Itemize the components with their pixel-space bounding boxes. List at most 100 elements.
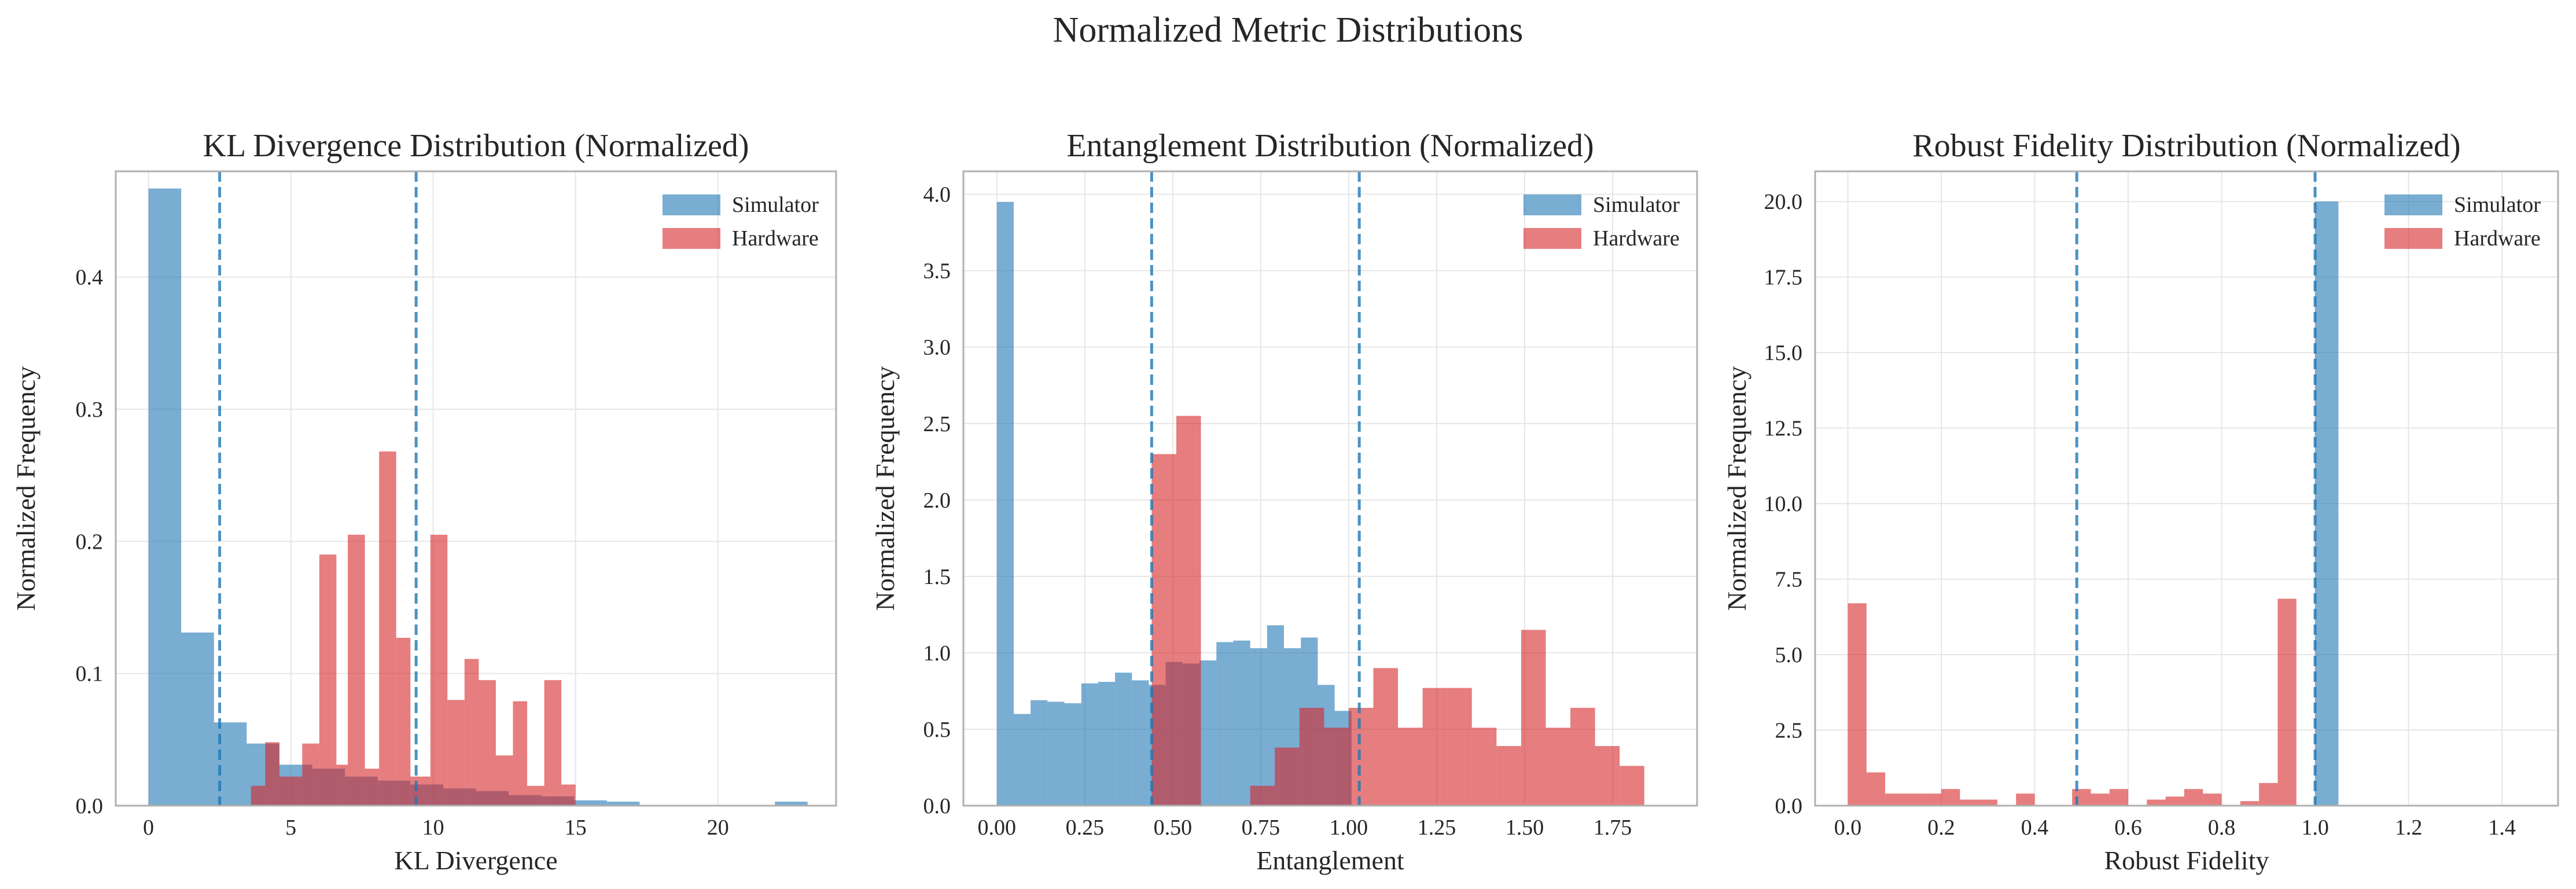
plot-frame <box>115 170 837 807</box>
legend-swatch-simulator <box>663 194 720 215</box>
x-tick-label: 1.00 <box>1330 815 1368 840</box>
histogram-bar <box>2072 789 2091 806</box>
histogram-bar <box>775 802 808 806</box>
histogram-bar <box>410 776 430 806</box>
x-axis-label: Robust Fidelity <box>2104 846 2269 875</box>
y-tick-label: 3.0 <box>923 336 951 360</box>
histogram-bar <box>1047 701 1065 806</box>
x-tick-label: 0.0 <box>1834 815 1862 840</box>
histogram-bar <box>1848 603 1867 806</box>
histogram-bar <box>265 742 279 806</box>
y-tick-label: 10.0 <box>1764 492 1803 516</box>
histogram-bar <box>479 680 496 806</box>
histogram-bar <box>396 638 411 806</box>
x-tick-label: 0.8 <box>2208 815 2236 840</box>
series-hardware <box>251 451 576 806</box>
histogram-bar <box>379 451 396 806</box>
histogram-bar <box>495 755 513 806</box>
y-tick-label: 0.5 <box>923 718 951 742</box>
histogram-bar <box>319 554 337 806</box>
histogram-bar <box>2315 201 2339 806</box>
histogram-bar <box>279 776 303 806</box>
x-tick-label: 20 <box>707 815 729 840</box>
chart-panel-1: 0 5 10 15 20 0.0 0.1 0.2 0.3 0.4 KL Divergence Dis… <box>11 128 837 875</box>
histogram-bar <box>2184 789 2203 806</box>
legend-label-simulator: Simulator <box>732 193 819 217</box>
chart-panel-2: 0.00 0.25 0.50 0.75 1.00 1.25 1.50 1.75 0.0 0.5 1.… <box>870 128 1698 875</box>
histogram-bar <box>430 534 448 806</box>
y-axis-label: Normalized Frequency <box>870 366 900 611</box>
chart-title: KL Divergence Distribution (Normalized) <box>203 128 749 164</box>
y-tick-label: 15.0 <box>1764 341 1803 365</box>
y-tick-label: 7.5 <box>1775 568 1803 592</box>
figure-title: Normalized Metric Distributions <box>1053 10 1523 50</box>
histogram-bar <box>1545 728 1571 806</box>
histogram-bar <box>2259 783 2278 806</box>
x-tick-label: 0.2 <box>1927 815 1955 840</box>
x-tick-label: 0.4 <box>2021 815 2049 840</box>
histogram-bar <box>513 701 528 806</box>
histogram-bar <box>1031 700 1048 806</box>
histogram-bar <box>1064 703 1081 806</box>
y-tick-label: 0.0 <box>923 794 951 818</box>
x-tick-label: 1.0 <box>2301 815 2329 840</box>
x-tick-label: 1.4 <box>2488 815 2516 840</box>
histogram-bar <box>148 188 182 806</box>
histogram-bar <box>527 785 544 806</box>
legend-label-simulator: Simulator <box>1593 193 1680 217</box>
y-tick-label: 0.0 <box>76 794 104 818</box>
x-tick-label: 1.50 <box>1506 815 1544 840</box>
histogram-bar <box>1521 630 1546 806</box>
histogram-bar <box>251 785 266 806</box>
y-tick-label: 2.5 <box>1775 719 1803 743</box>
y-tick-label: 0.0 <box>1775 794 1803 818</box>
histogram-bar <box>1866 772 1886 806</box>
plot-area <box>1815 171 2558 806</box>
histogram-bar <box>1348 707 1374 806</box>
chart-title: Entanglement Distribution (Normalized) <box>1066 128 1594 164</box>
histogram-bar <box>2091 794 2110 806</box>
histogram-bar <box>336 765 348 806</box>
x-axis-label: Entanglement <box>1256 846 1404 875</box>
histogram-bar <box>1471 728 1497 806</box>
histogram-bar <box>1115 673 1132 806</box>
histogram-bar <box>1199 660 1217 806</box>
legend-swatch-simulator <box>2384 194 2442 215</box>
histogram-bar <box>1098 682 1116 806</box>
y-axis-label: Normalized Frequency <box>11 366 41 611</box>
histogram-bar <box>1373 668 1399 806</box>
histogram-bar <box>1904 794 1923 806</box>
y-tick-label: 12.5 <box>1764 417 1803 441</box>
x-tick-label: 0.75 <box>1242 815 1280 840</box>
chart-panel-3: 0.0 0.2 0.4 0.6 0.8 1.0 1.2 1.4 0.0 2.5 5.0 7.5 10.0… <box>1722 128 2559 875</box>
chart-title: Robust Fidelity Distribution (Normalized… <box>1912 128 2460 164</box>
y-tick-label: 3.5 <box>923 259 951 284</box>
x-tick-label: 0.6 <box>2114 815 2142 840</box>
histogram-bar <box>365 769 380 806</box>
histogram-bar <box>1299 707 1324 806</box>
histogram-bar <box>2240 801 2259 806</box>
histogram-bar <box>302 743 319 806</box>
panels: 0 5 10 15 20 0.0 0.1 0.2 0.3 0.4 KL Divergence Dis… <box>11 128 2559 875</box>
histogram-bar <box>348 534 365 806</box>
histogram-bar <box>1250 785 1275 806</box>
x-tick-label: 15 <box>565 815 587 840</box>
legend-swatch-simulator <box>1523 194 1581 215</box>
histogram-bar <box>2016 794 2035 806</box>
legend: Simulator Hardware <box>2384 193 2541 251</box>
histogram-bar <box>606 802 640 806</box>
x-axis-label: KL Divergence <box>394 846 557 875</box>
y-tick-label: 1.0 <box>923 641 951 666</box>
histogram-bar <box>1570 707 1595 806</box>
x-tick-label: 0 <box>143 815 154 840</box>
histogram-bar <box>1398 728 1423 806</box>
histogram-bar <box>574 800 607 806</box>
x-tick-label: 0.25 <box>1066 815 1105 840</box>
series-simulator <box>2315 201 2339 806</box>
histogram-bar <box>1081 683 1098 806</box>
histogram-bar <box>1496 746 1521 806</box>
legend-label-simulator: Simulator <box>2454 193 2541 217</box>
histogram-bar <box>464 659 479 806</box>
histogram-bar <box>1275 747 1300 806</box>
x-tick-label: 1.2 <box>2395 815 2423 840</box>
